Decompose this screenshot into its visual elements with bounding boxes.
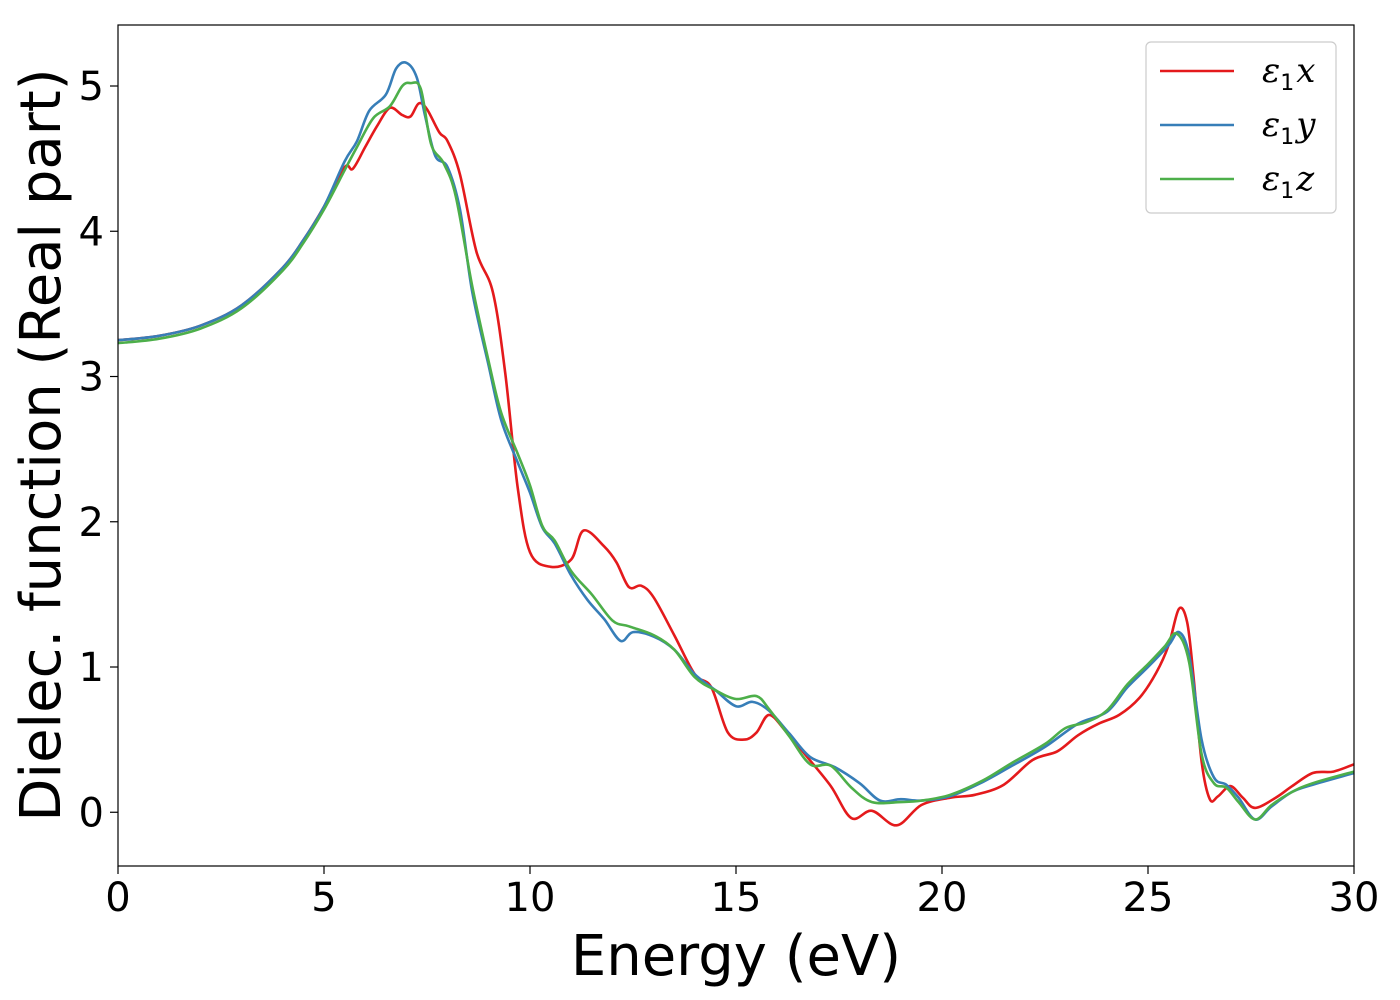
- y-tick-label: 4: [79, 209, 104, 255]
- y-axis-ticks: 0 1 2 3 4 5: [79, 64, 118, 836]
- x-tick-label: 30: [1329, 875, 1380, 921]
- x-tick-label: 0: [105, 875, 130, 921]
- legend-label-1: ε1x: [1262, 51, 1315, 96]
- legend-box: [1145, 41, 1337, 214]
- y-tick-label: 3: [79, 355, 104, 401]
- x-tick-label: 20: [917, 875, 968, 921]
- x-tick-label: 25: [1123, 875, 1174, 921]
- legend-label-3: ε1z: [1262, 159, 1315, 204]
- x-tick-label: 5: [311, 875, 336, 921]
- y-tick-label: 1: [79, 645, 104, 691]
- y-tick-label: 0: [79, 790, 104, 836]
- series-line-3: [117, 81, 1355, 821]
- y-axis-label: Dielec. function (Real part): [9, 68, 74, 821]
- x-tick-label: 10: [505, 875, 556, 921]
- x-axis-ticks: 0 5 10 15 20 25 30: [105, 866, 1379, 921]
- x-tick-label: 15: [711, 875, 762, 921]
- legend-label-2: ε1y: [1262, 105, 1316, 150]
- y-tick-label: 5: [79, 64, 104, 110]
- y-tick-label: 2: [79, 500, 104, 546]
- series-line-1: [117, 101, 1355, 827]
- x-axis-label: Energy (eV): [571, 924, 901, 989]
- legend: ε1x ε1y ε1z: [1145, 41, 1337, 214]
- series-lines: [117, 61, 1355, 827]
